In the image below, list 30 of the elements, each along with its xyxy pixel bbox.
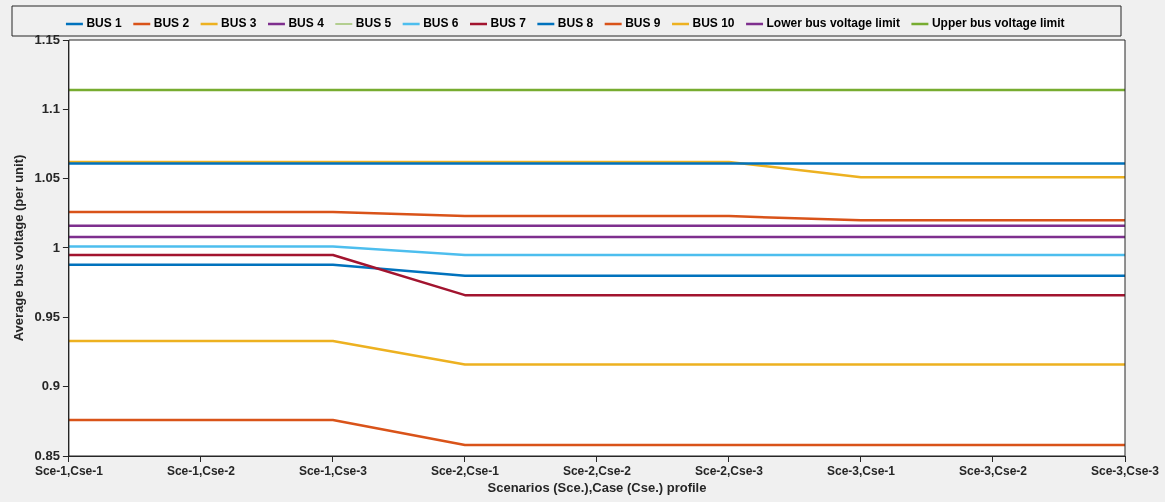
- legend-label: BUS 7: [490, 16, 527, 31]
- legend-label: BUS 10: [692, 16, 735, 31]
- legend-label: BUS 5: [355, 16, 392, 31]
- legend-label: BUS 6: [423, 16, 459, 31]
- legend-label: BUS 3: [221, 16, 257, 31]
- x-tick-label: Sce-1,Cse-2: [166, 463, 236, 478]
- y-tick-label: 1: [52, 239, 60, 255]
- legend-label: BUS 9: [625, 16, 661, 31]
- legend-label: BUS 8: [557, 16, 594, 31]
- y-tick-label: 1.15: [34, 31, 60, 47]
- x-tick-label: Sce-3,Cse-1: [826, 463, 896, 478]
- x-axis-title: Scenarios (Sce.),Case (Cse.) profile: [487, 479, 707, 495]
- x-tick-label: Sce-2,Cse-3: [694, 463, 764, 478]
- legend-label: Upper bus voltage limit: [931, 16, 1065, 31]
- y-tick-label: 1.1: [41, 100, 60, 116]
- x-tick-label: Sce-3,Cse-3: [1090, 463, 1160, 478]
- x-tick-label: Sce-2,Cse-1: [430, 463, 500, 478]
- y-tick-label: 0.85: [34, 447, 60, 463]
- y-axis-title: Average bus voltage (per unit): [11, 154, 27, 342]
- x-tick-label: Sce-1,Cse-3: [298, 463, 368, 478]
- x-tick-label: Sce-3,Cse-2: [958, 463, 1028, 478]
- legend-label: BUS 4: [288, 16, 325, 31]
- x-tick-label: Sce-2,Cse-2: [562, 463, 632, 478]
- x-tick-label: Sce-1,Cse-1: [34, 463, 104, 478]
- legend-label: BUS 1: [86, 16, 123, 31]
- y-tick-label: 1.05: [34, 170, 60, 186]
- legend-label: BUS 2: [153, 16, 190, 31]
- legend-label: Lower bus voltage limit: [766, 16, 900, 31]
- y-tick-label: 0.9: [41, 378, 60, 394]
- y-tick-label: 0.95: [34, 308, 60, 324]
